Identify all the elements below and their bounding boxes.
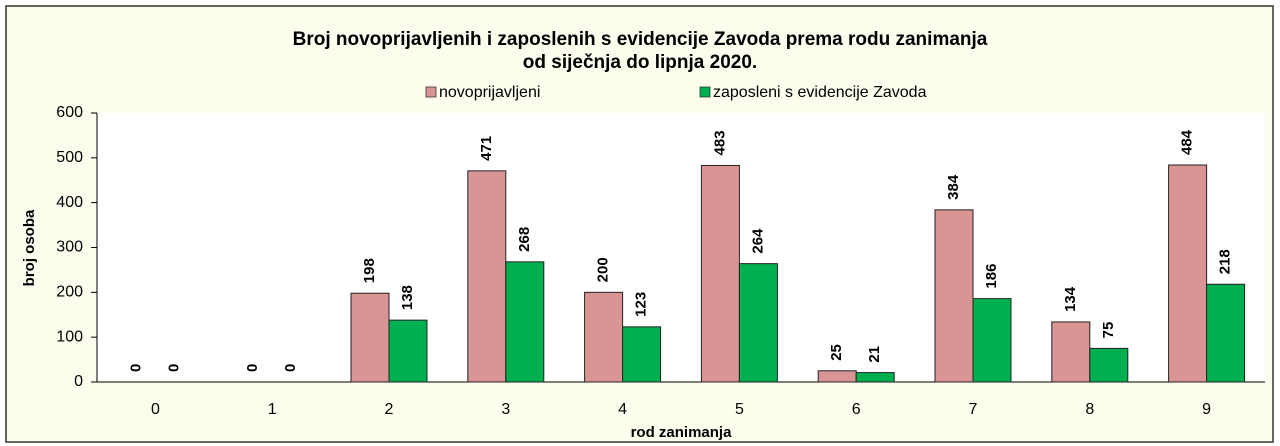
data-label: 268: [516, 227, 533, 252]
bar: [505, 261, 545, 383]
data-label: 0: [244, 364, 261, 372]
data-label: 384: [945, 174, 962, 200]
chart-title: Broj novoprijavljenih i zaposlenih s evi…: [293, 29, 988, 50]
bar: [934, 209, 974, 383]
data-label: 198: [361, 258, 378, 283]
x-axis-title: rod zanimanja: [631, 424, 733, 441]
x-tick-label: 8: [1085, 401, 1094, 418]
x-tick-label: 2: [385, 401, 394, 418]
bar: [584, 291, 624, 383]
bar: [1089, 347, 1129, 383]
data-label: 21: [866, 346, 883, 363]
legend-swatch: [425, 86, 437, 98]
data-label: 0: [165, 364, 182, 372]
y-tick-label: 300: [56, 239, 83, 256]
y-tick-label: 500: [56, 149, 83, 166]
data-label: 471: [478, 136, 495, 161]
y-tick-label: 200: [56, 284, 83, 301]
bar: [350, 292, 390, 383]
data-label: 483: [711, 130, 728, 155]
bar: [467, 170, 507, 383]
bar: [738, 263, 778, 383]
data-label: 264: [749, 228, 766, 254]
data-label: 484: [1179, 129, 1196, 155]
x-tick-label: 6: [852, 401, 861, 418]
x-tick-label: 5: [735, 401, 744, 418]
y-tick-label: 0: [74, 373, 83, 390]
data-label: 0: [127, 364, 144, 372]
x-tick-label: 9: [1202, 401, 1211, 418]
chart-subtitle: od siječnja do lipnja 2020.: [523, 52, 757, 73]
bar: [1206, 283, 1246, 383]
bar: [1168, 164, 1208, 383]
data-label: 123: [633, 292, 650, 317]
bar: [972, 298, 1012, 383]
bar: [1051, 321, 1091, 383]
x-tick-label: 3: [501, 401, 510, 418]
y-tick-label: 600: [56, 104, 83, 121]
data-label: 138: [399, 285, 416, 310]
x-tick-label: 7: [969, 401, 978, 418]
data-label: 75: [1100, 322, 1117, 339]
bar: [388, 319, 428, 383]
data-label: 134: [1062, 286, 1079, 312]
data-label: 186: [983, 264, 1000, 289]
bar: [817, 370, 857, 383]
x-tick-label: 0: [151, 401, 160, 418]
bar: [700, 164, 740, 383]
legend-label: novoprijavljeni: [439, 84, 540, 101]
data-label: 200: [595, 257, 612, 282]
data-label: 0: [282, 364, 299, 372]
x-tick-label: 4: [618, 401, 627, 418]
y-tick-label: 400: [56, 194, 83, 211]
data-label: 25: [828, 344, 845, 361]
data-label: 218: [1217, 249, 1234, 274]
legend-label: zaposleni s evidencije Zavoda: [713, 84, 927, 101]
bar: [622, 326, 662, 383]
legend-swatch: [699, 86, 711, 98]
y-tick-label: 100: [56, 328, 83, 345]
x-tick-label: 1: [268, 401, 277, 418]
bar: [855, 372, 895, 383]
y-axis-title: broj osoba: [21, 209, 38, 286]
